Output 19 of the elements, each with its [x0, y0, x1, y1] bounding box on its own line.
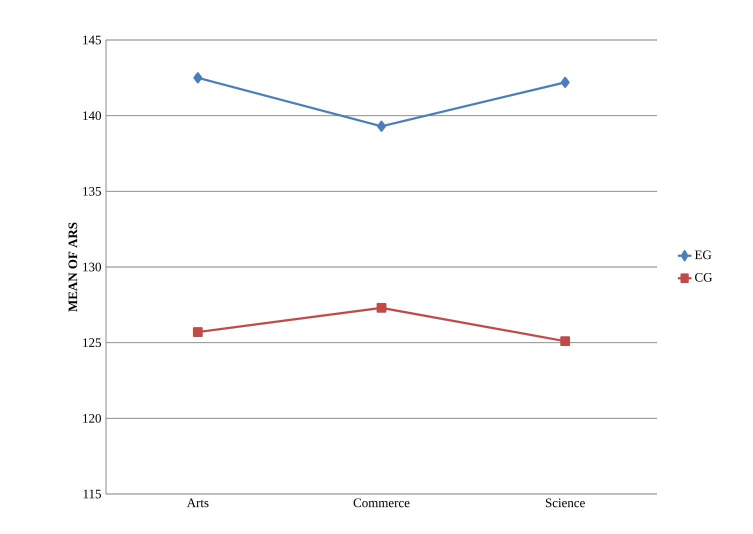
point: [192, 327, 203, 337]
x-tick-label: Commerce: [354, 498, 410, 508]
y-tick-label: 140: [83, 111, 101, 120]
y-tick-label: 145: [83, 36, 101, 44]
legend-label: EG: [694, 250, 712, 260]
point: [376, 302, 386, 313]
y-tick-label: 120: [83, 414, 101, 423]
legend-label: CG: [695, 272, 712, 282]
y-tick-label: 135: [83, 186, 101, 196]
x-tick-label: Arts: [186, 498, 209, 508]
x-tick-label: Science: [546, 498, 585, 508]
y-axis-title: MEAN OF ARS: [68, 222, 78, 312]
point: [560, 336, 570, 346]
point: [560, 76, 570, 88]
y-tick-label: 125: [83, 338, 101, 348]
y-tick-label: 130: [83, 262, 101, 272]
point: [377, 120, 386, 132]
y-tick-label: 115: [84, 490, 101, 498]
point: [193, 72, 202, 84]
